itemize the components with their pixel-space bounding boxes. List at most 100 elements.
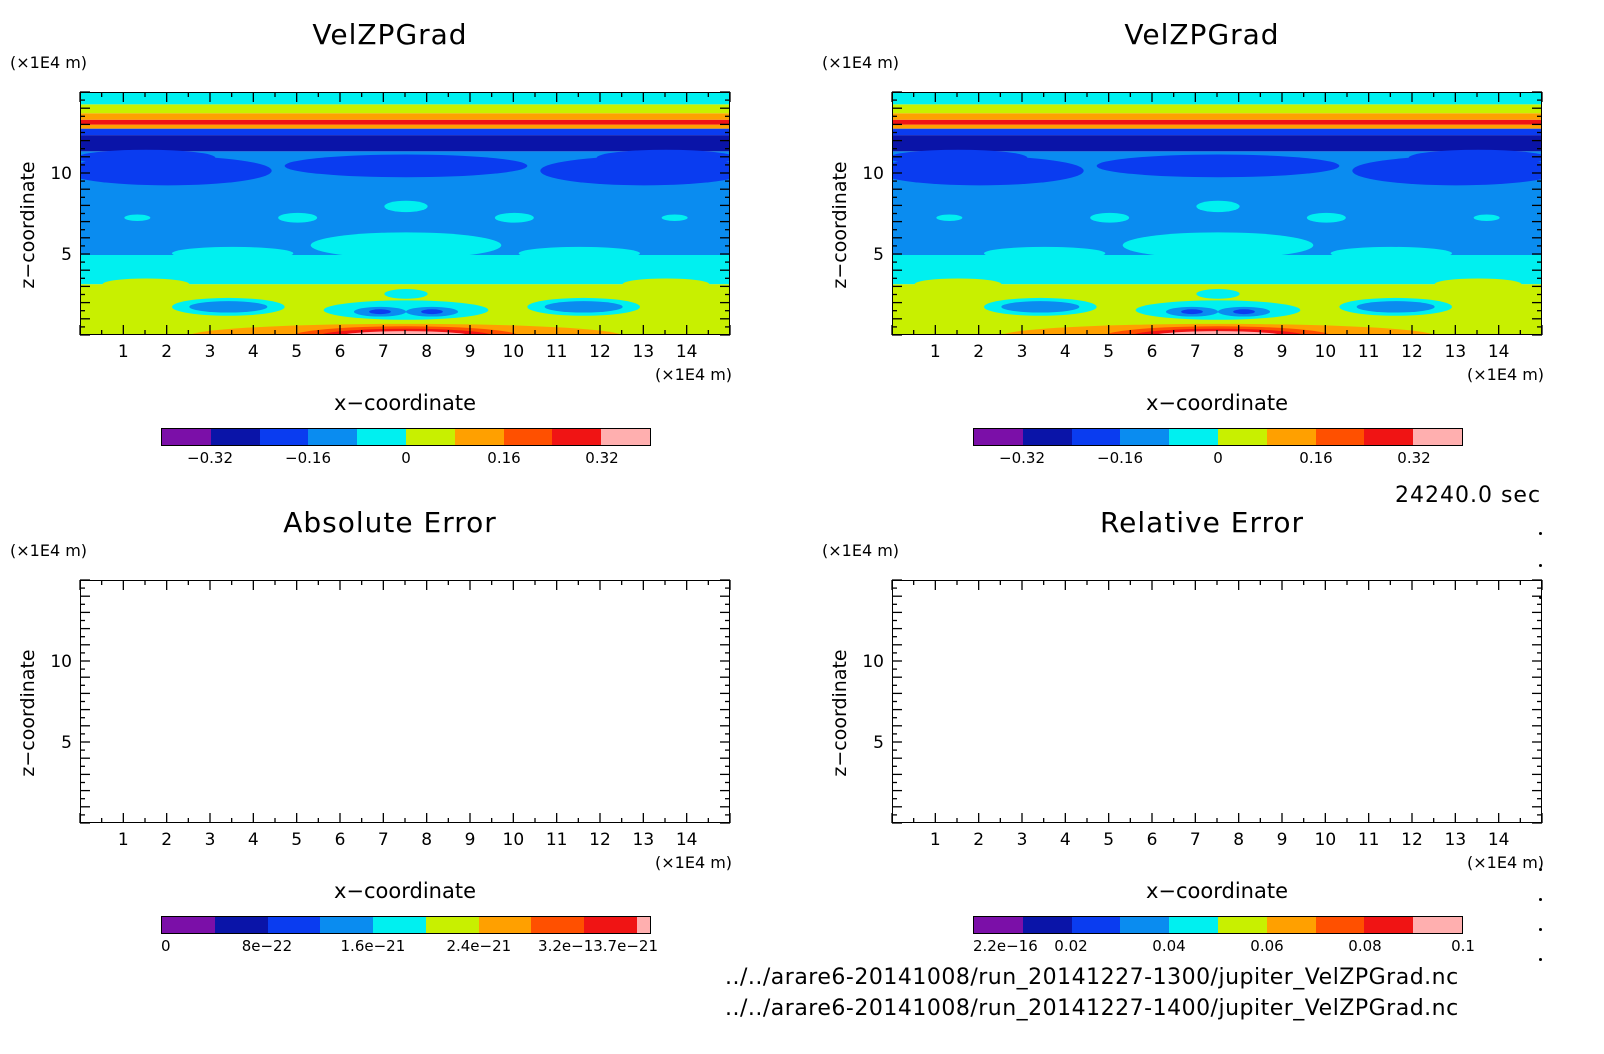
contour-band (893, 119, 1541, 125)
x-tick-label: 9 (465, 342, 476, 362)
contour-band (893, 135, 1541, 152)
y-tick-label: 5 (61, 733, 72, 753)
x-axis-label: x−coordinate (1145, 879, 1289, 903)
colorbar-bin (1217, 429, 1267, 445)
colorbar-bin (974, 429, 1023, 445)
colorbar-bin (405, 429, 455, 445)
contour-blob (369, 309, 391, 315)
x-tick-label: 10 (503, 342, 525, 362)
contour-blob (1001, 301, 1080, 313)
colorbar-bin (1413, 429, 1462, 445)
contour-blob (1158, 331, 1278, 334)
x-tick-label: 14 (676, 830, 698, 850)
contour-blob (1408, 149, 1541, 166)
colorbar (161, 428, 651, 446)
colorbar-tick-label: −0.16 (285, 449, 331, 467)
contour-band (893, 124, 1541, 129)
marker-dot (1539, 958, 1542, 961)
colorbar-bin (1120, 917, 1170, 933)
colorbar-bin (425, 917, 479, 933)
contour-band (81, 255, 729, 285)
colorbar-bin (503, 429, 553, 445)
contour-blob (278, 212, 318, 223)
colorbar-bin (259, 429, 309, 445)
x-tick-label: 14 (1488, 830, 1510, 850)
contour-field (893, 93, 1541, 334)
y-tick-label: 10 (862, 652, 884, 672)
chart-title: VelZPGrad (312, 18, 468, 51)
x-tick-label: 7 (378, 830, 389, 850)
colorbar-bin (454, 429, 504, 445)
chart-title: Relative Error (1099, 506, 1305, 539)
contour-blob (310, 232, 502, 259)
x-tick-label: 11 (1358, 830, 1380, 850)
x-tick-label: 3 (205, 830, 216, 850)
x-tick-label: 12 (1401, 830, 1423, 850)
colorbar-tick-label: 2.4e−21 (446, 937, 512, 955)
plot-area (892, 580, 1542, 823)
contour-band (893, 255, 1541, 285)
x-tick-label: 3 (205, 342, 216, 362)
colorbar-bin (1169, 917, 1218, 933)
contour-blob (596, 149, 729, 166)
plot-area (80, 92, 730, 335)
x-axis-unit: (×1E4 m) (655, 365, 733, 384)
marker-dot (1539, 898, 1542, 901)
x-tick-label: 1 (118, 830, 129, 850)
x-tick-label: 11 (1358, 342, 1380, 362)
colorbar-bin (1120, 429, 1170, 445)
chart-title: VelZPGrad (1124, 18, 1280, 51)
colorbar-bin (584, 917, 637, 933)
y-axis-unit: (×1E4 m) (10, 53, 88, 72)
colorbar-bin (1364, 917, 1414, 933)
colorbar-bin (1022, 429, 1072, 445)
file-path-1: ../../arare6-20141008/run_20141227-1300/… (725, 965, 1459, 990)
colorbar (973, 428, 1463, 446)
colorbar-bin (552, 429, 602, 445)
colorbar-tick-label: 0.02 (1054, 937, 1088, 955)
x-tick-label: 6 (335, 342, 346, 362)
contour-blob (1096, 154, 1340, 178)
colorbar (973, 916, 1463, 934)
x-tick-label: 11 (546, 342, 568, 362)
colorbar-tick-label: 0 (1213, 449, 1223, 467)
contour-band (81, 104, 729, 114)
x-axis-label: x−coordinate (333, 879, 477, 903)
colorbar-ticks: −0.32 −0.16 0 0.16 0.32 (973, 449, 1463, 469)
x-tick-label: 9 (1277, 342, 1288, 362)
x-tick-label: 12 (589, 342, 611, 362)
contour-blob (1434, 278, 1522, 290)
colorbar-bin (1364, 429, 1414, 445)
marker-dot (1539, 868, 1542, 871)
colorbar-tick-label: 0.32 (585, 449, 619, 467)
colorbar-tick-label: −0.32 (999, 449, 1045, 467)
contour-band (893, 104, 1541, 114)
colorbar-bin (531, 917, 584, 933)
contour-blob (622, 278, 710, 290)
time-label: 24240.0 sec (1395, 483, 1542, 508)
colorbar-bin (1217, 917, 1267, 933)
x-tick-label: 4 (1060, 830, 1071, 850)
x-tick-label: 2 (161, 830, 172, 850)
contour-field (81, 93, 729, 334)
contour-blob (1196, 289, 1240, 299)
colorbar-bin (636, 917, 650, 933)
x-tick-label: 2 (973, 342, 984, 362)
y-axis-unit: (×1E4 m) (822, 541, 900, 560)
x-tick-label: 1 (930, 342, 941, 362)
x-tick-label: 4 (1060, 342, 1071, 362)
x-tick-label: 5 (291, 830, 302, 850)
contour-blob (1356, 301, 1435, 313)
x-tick-label: 2 (973, 830, 984, 850)
x-tick-label: 7 (1190, 830, 1201, 850)
x-tick-label: 8 (1233, 830, 1244, 850)
x-tick-label: 13 (1445, 342, 1467, 362)
contour-blob (984, 246, 1106, 260)
colorbar-bin (320, 917, 373, 933)
y-tick-label: 10 (50, 164, 72, 184)
marker-dot (1539, 564, 1542, 567)
plot-area (80, 580, 730, 823)
